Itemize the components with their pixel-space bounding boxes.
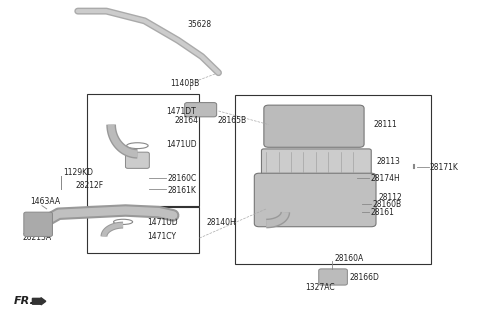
Bar <box>87 207 199 253</box>
Text: 28161: 28161 <box>370 208 394 217</box>
Text: 28171K: 28171K <box>430 163 459 172</box>
Text: 28140H: 28140H <box>206 218 236 227</box>
Text: 28160A: 28160A <box>335 254 364 263</box>
FancyBboxPatch shape <box>24 212 52 236</box>
Text: FR.: FR. <box>13 296 34 306</box>
FancyBboxPatch shape <box>319 269 348 285</box>
Text: 28213A: 28213A <box>23 233 52 242</box>
Text: 35628: 35628 <box>187 20 212 29</box>
FancyBboxPatch shape <box>125 152 149 168</box>
Text: 28112: 28112 <box>378 193 402 202</box>
Text: 28161K: 28161K <box>168 186 196 195</box>
Text: 28113: 28113 <box>376 157 400 166</box>
Text: 1463AA: 1463AA <box>30 197 60 206</box>
Text: 28160B: 28160B <box>372 200 402 209</box>
Text: 28164: 28164 <box>175 116 199 126</box>
Text: 28165B: 28165B <box>217 116 246 126</box>
Text: 28111: 28111 <box>373 120 397 129</box>
Bar <box>235 95 431 264</box>
Text: 28212F: 28212F <box>75 181 104 190</box>
Text: 1471DT: 1471DT <box>166 107 196 116</box>
Text: 28174H: 28174H <box>370 174 400 183</box>
FancyArrow shape <box>33 298 46 305</box>
FancyBboxPatch shape <box>264 105 364 147</box>
FancyBboxPatch shape <box>262 149 371 175</box>
Text: 28160C: 28160C <box>168 174 197 183</box>
Text: 11403B: 11403B <box>170 79 200 88</box>
Bar <box>87 94 199 206</box>
Text: 1327AC: 1327AC <box>305 283 335 292</box>
Text: 1471CY: 1471CY <box>147 232 176 241</box>
Text: 1471UD: 1471UD <box>166 140 197 149</box>
Text: 28166D: 28166D <box>350 273 380 282</box>
FancyBboxPatch shape <box>185 103 216 117</box>
Text: 1129KD: 1129KD <box>63 168 94 178</box>
Text: 1471UD: 1471UD <box>147 218 178 227</box>
FancyBboxPatch shape <box>254 173 376 227</box>
